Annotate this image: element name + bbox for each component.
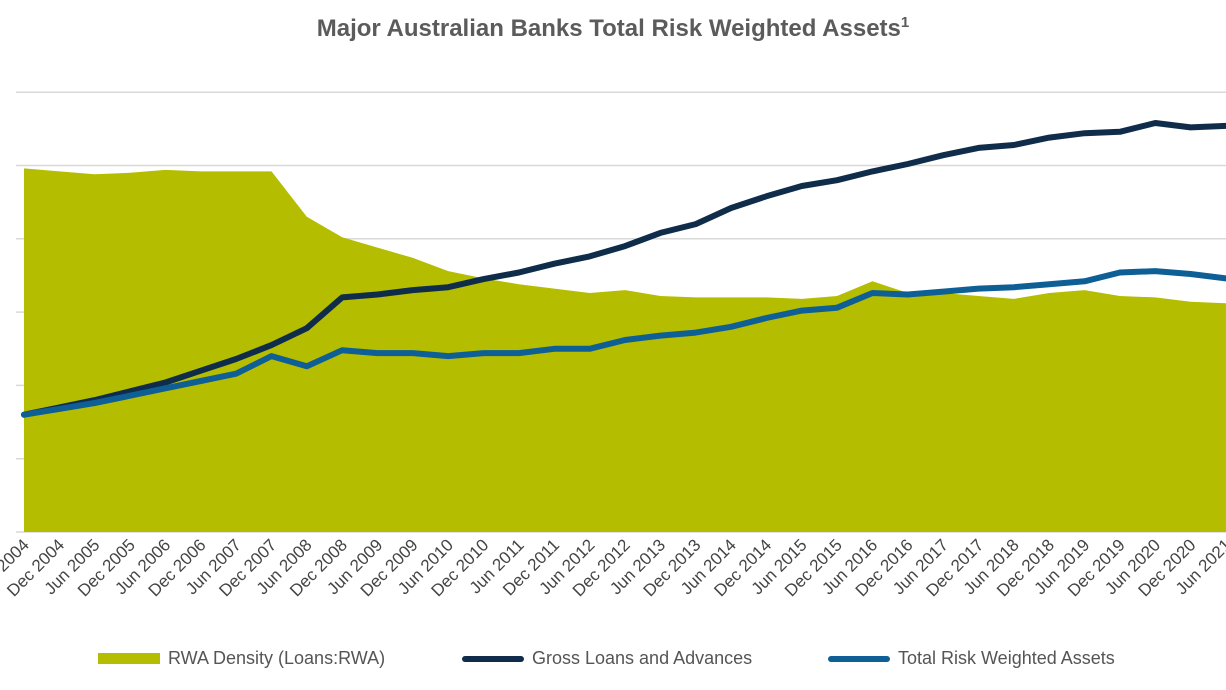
line-series-gross-loans bbox=[21, 120, 1226, 418]
legend-label-gross-loans: Gross Loans and Advances bbox=[532, 648, 753, 668]
area-series-rwa-density bbox=[24, 168, 1226, 532]
legend-label-rwa-density: RWA Density (Loans:RWA) bbox=[168, 648, 386, 668]
legend-swatch-gross-loans bbox=[462, 655, 524, 662]
legend-swatch-rwa-density bbox=[98, 653, 160, 664]
chart-title: Major Australian Banks Total Risk Weight… bbox=[316, 14, 910, 42]
line-series-total-rwa bbox=[21, 268, 1226, 418]
legend-item-total-rwa: Total Risk Weighted Assets bbox=[828, 648, 1115, 669]
legend-label-total-rwa: Total Risk Weighted Assets bbox=[898, 648, 1115, 668]
legend-item-rwa-density: RWA Density (Loans:RWA) bbox=[98, 648, 385, 669]
legend-item-gross-loans: Gross Loans and Advances bbox=[462, 648, 752, 669]
legend-swatch-total-rwa bbox=[828, 655, 890, 662]
title-footnote-marker: 1 bbox=[900, 14, 910, 31]
